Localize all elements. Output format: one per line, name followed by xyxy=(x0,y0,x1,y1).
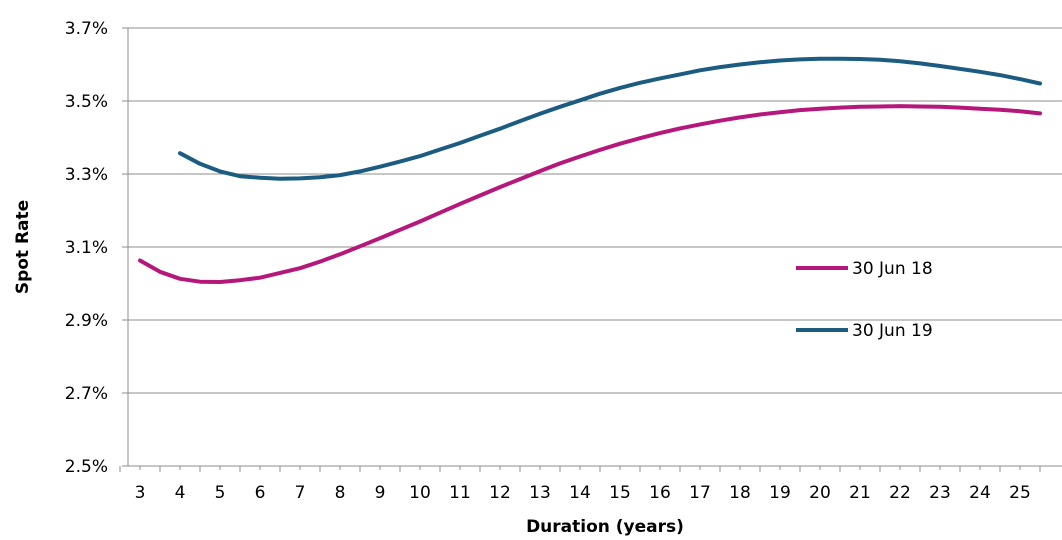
x-tick-label: 23 xyxy=(929,483,951,503)
y-tick-label: 3.5% xyxy=(65,92,108,112)
y-tick-label: 2.5% xyxy=(65,457,108,477)
y-tick-label: 2.9% xyxy=(65,311,108,331)
legend-label: 30 Jun 19 xyxy=(852,321,933,341)
x-tick-label: 17 xyxy=(689,483,711,503)
x-tick-label: 15 xyxy=(609,483,631,503)
x-tick-label: 5 xyxy=(215,483,226,503)
x-tick-label: 21 xyxy=(849,483,871,503)
x-tick-label: 9 xyxy=(375,483,386,503)
y-tick-label: 2.7% xyxy=(65,384,108,404)
x-tick-label: 14 xyxy=(569,483,591,503)
x-tick-label: 24 xyxy=(969,483,991,503)
y-tick-label: 3.1% xyxy=(65,238,108,258)
x-tick-label: 13 xyxy=(529,483,551,503)
x-tick-label: 10 xyxy=(409,483,431,503)
x-tick-label: 12 xyxy=(489,483,511,503)
gridlines xyxy=(122,27,1062,467)
series-line xyxy=(178,56,1042,181)
x-tick-label: 11 xyxy=(449,483,471,503)
y-axis-title: Spot Rate xyxy=(13,200,33,294)
x-tick-label: 16 xyxy=(649,483,671,503)
x-tick-label: 6 xyxy=(255,483,266,503)
legend-label: 30 Jun 18 xyxy=(852,259,933,279)
x-tick-label: 19 xyxy=(769,483,791,503)
x-tick-label: 3 xyxy=(135,483,146,503)
y-tick-labels: 2.5% 2.7% 2.9% 3.1% 3.3% 3.5% 3.7% xyxy=(65,19,108,477)
x-tick-label: 20 xyxy=(809,483,831,503)
x-tick-label: 22 xyxy=(889,483,911,503)
series-line xyxy=(138,104,1042,284)
x-tick-labels: 3 4 5 6 7 8 9 10 11 12 13 14 15 16 17 18 19 20 21 22 23 24 25 xyxy=(135,483,1031,503)
x-tick-label: 25 xyxy=(1009,483,1031,503)
y-tick-label: 3.3% xyxy=(65,165,108,185)
axes xyxy=(119,28,1062,472)
x-tick-label: 8 xyxy=(335,483,346,503)
x-tick-label: 4 xyxy=(175,483,186,503)
x-tick-label: 18 xyxy=(729,483,751,503)
x-axis-title: Duration (years) xyxy=(526,517,684,537)
series-lines xyxy=(138,56,1042,284)
y-tick-label: 3.7% xyxy=(65,19,108,39)
legend: 30 Jun 18 30 Jun 19 xyxy=(796,259,933,341)
x-tick-label: 7 xyxy=(295,483,306,503)
